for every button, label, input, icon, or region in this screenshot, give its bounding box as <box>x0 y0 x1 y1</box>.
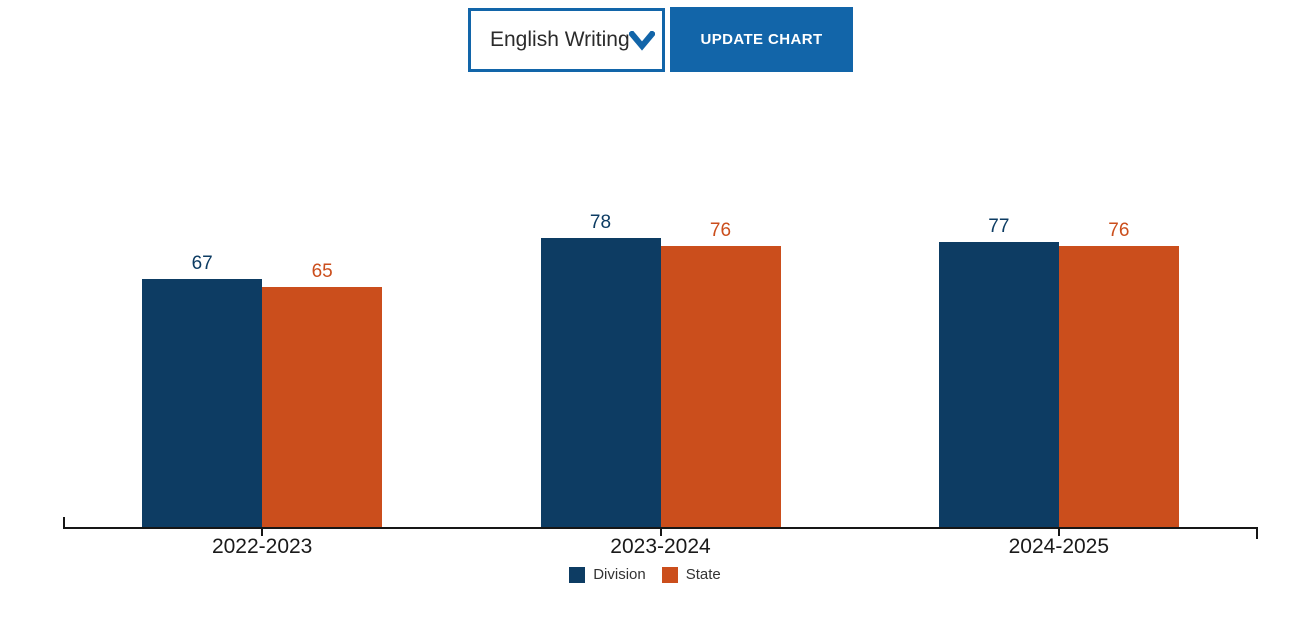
x-axis-tick <box>1057 528 1060 536</box>
update-chart-button[interactable]: UPDATE CHART <box>670 7 853 72</box>
bar-state-2024-2025[interactable] <box>1058 246 1179 528</box>
bar-value-label: 76 <box>1108 220 1130 241</box>
subject-select-value: English Writing <box>490 28 630 51</box>
bar-value-label: 76 <box>709 220 732 241</box>
bar-value-label: 65 <box>311 261 333 282</box>
bar-value-label: 78 <box>589 212 612 233</box>
x-axis-right-cap <box>1256 527 1258 539</box>
bar-division-2024-2025[interactable] <box>938 242 1059 528</box>
bar-division-2022-2023[interactable] <box>142 279 263 528</box>
legend-item-division[interactable]: Division <box>569 566 646 583</box>
subject-select[interactable]: English Writing <box>468 8 665 72</box>
x-axis-label-2022-2023: 2022-2023 <box>211 535 313 558</box>
bar-division-2023-2024[interactable] <box>540 238 661 528</box>
legend-item-state[interactable]: State <box>661 566 721 583</box>
x-axis-tick <box>659 528 662 536</box>
chart-legend: Division State <box>0 566 1290 583</box>
chevron-down-icon <box>629 31 655 51</box>
x-axis-left-cap <box>63 517 65 529</box>
x-axis-tick <box>261 528 264 536</box>
bar-state-2022-2023[interactable] <box>262 287 383 528</box>
legend-swatch-state <box>661 566 678 583</box>
legend-swatch-division <box>569 566 586 583</box>
bar-state-2023-2024[interactable] <box>660 246 781 528</box>
bar-value-label: 77 <box>988 216 1010 237</box>
x-axis-line <box>63 527 1258 529</box>
x-axis-label-2023-2024: 2023-2024 <box>610 535 711 558</box>
bar-value-label: 67 <box>191 253 213 274</box>
x-axis-label-2024-2025: 2024-2025 <box>1008 535 1110 558</box>
legend-label: Division <box>593 566 646 583</box>
legend-label: State <box>685 566 721 583</box>
